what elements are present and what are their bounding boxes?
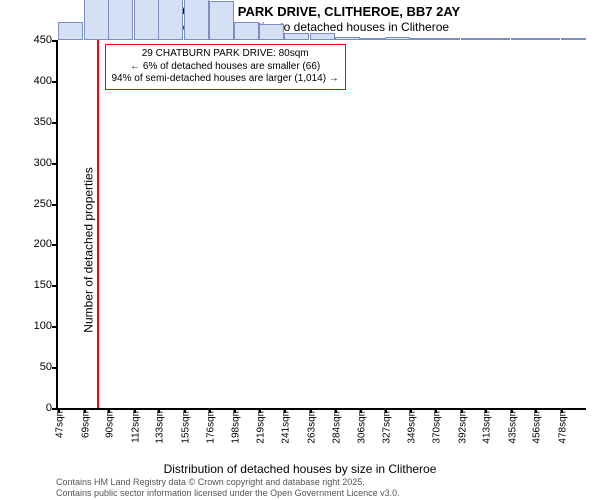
histogram-bar [134,0,159,40]
x-tick-label: 306sqm [353,408,368,444]
histogram-bar [385,37,410,40]
y-tick-label: 250 [34,198,58,210]
histogram-bar [485,38,510,40]
plot-area: 29 CHATBURN PARK DRIVE: 80sqm ← 6% of de… [56,40,586,410]
histogram-bar [410,38,435,40]
histogram-bar [535,38,560,40]
attribution-line-1: Contains HM Land Registry data © Crown c… [56,477,400,487]
x-tick-label: 133sqm [151,408,166,444]
x-tick-label: 155sqm [177,408,192,444]
x-tick-label: 370sqm [427,408,442,444]
histogram-bar [108,0,133,40]
histogram-bar [259,24,284,40]
histogram-bar [184,0,209,40]
histogram-bar [561,38,586,40]
histogram-bar [335,37,360,40]
attribution-text: Contains HM Land Registry data © Crown c… [56,477,400,498]
annotation-line-1: 29 CHATBURN PARK DRIVE: 80sqm [112,48,339,61]
x-tick-label: 435sqm [503,408,518,444]
y-tick-label: 200 [34,238,58,250]
x-axis-label: Distribution of detached houses by size … [0,462,600,476]
y-tick-label: 100 [34,320,58,332]
histogram-bar [284,33,309,40]
histogram-bar [435,38,460,40]
x-tick-label: 69sqm [76,408,91,438]
annotation-box: 29 CHATBURN PARK DRIVE: 80sqm ← 6% of de… [105,44,346,90]
y-tick-label: 400 [34,75,58,87]
y-tick-label: 300 [34,157,58,169]
histogram-bar [461,38,486,40]
histogram-bar [310,33,335,40]
histogram-bar [158,0,183,40]
x-tick-label: 392sqm [453,408,468,444]
x-tick-label: 478sqm [553,408,568,444]
y-tick-label: 450 [34,34,58,46]
x-tick-label: 456sqm [528,408,543,444]
x-tick-label: 90sqm [101,408,116,438]
x-tick-label: 47sqm [51,408,66,438]
x-tick-label: 284sqm [327,408,342,444]
histogram-bar [58,22,83,40]
attribution-line-2: Contains public sector information licen… [56,488,400,498]
y-tick-label: 50 [40,361,58,373]
histogram-bar [209,1,234,40]
x-tick-label: 112sqm [126,408,141,443]
x-tick-label: 219sqm [251,408,266,444]
x-tick-label: 327sqm [377,408,392,444]
histogram-bar [84,0,109,40]
x-tick-label: 263sqm [303,408,318,444]
histogram-bar [234,22,259,40]
histogram-bar [511,38,536,40]
x-tick-label: 413sqm [478,408,493,444]
y-tick-label: 150 [34,279,58,291]
x-tick-label: 349sqm [403,408,418,444]
histogram-bar [360,38,385,40]
annotation-line-2: ← 6% of detached houses are smaller (66) [112,61,339,74]
y-tick-label: 350 [34,116,58,128]
x-tick-label: 198sqm [227,408,242,444]
reference-line [97,40,99,408]
x-tick-label: 176sqm [201,408,216,444]
chart-container: 29, CHATBURN PARK DRIVE, CLITHEROE, BB7 … [0,0,600,500]
x-tick-label: 241sqm [277,408,292,444]
annotation-line-3: 94% of semi-detached houses are larger (… [112,73,339,86]
